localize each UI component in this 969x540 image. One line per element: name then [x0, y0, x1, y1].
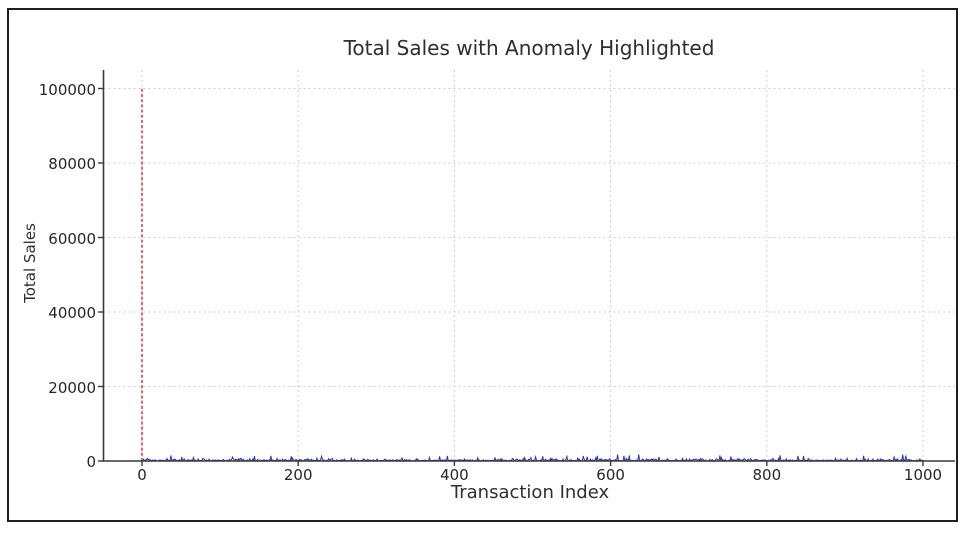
- chart-frame: [7, 8, 958, 522]
- x-tick-label: 600: [596, 466, 625, 484]
- y-tick-label: 100000: [38, 80, 96, 99]
- sales-series-line: [142, 454, 924, 463]
- x-tick-label: 0: [137, 466, 147, 484]
- y-tick-label: 20000: [48, 378, 96, 397]
- x-tick-label: 1000: [903, 466, 943, 484]
- chart-title: Total Sales with Anomaly Highlighted: [343, 36, 715, 60]
- y-tick-label: 0: [86, 453, 96, 471]
- x-tick-label: 800: [752, 466, 782, 484]
- x-axis-label: Transaction Index: [450, 482, 610, 503]
- y-tick-label: 40000: [48, 304, 96, 322]
- x-tick-label: 400: [440, 466, 469, 484]
- y-tick-label: 60000: [48, 229, 96, 248]
- y-tick-label: 80000: [48, 155, 96, 173]
- x-tick-label: 200: [283, 466, 313, 484]
